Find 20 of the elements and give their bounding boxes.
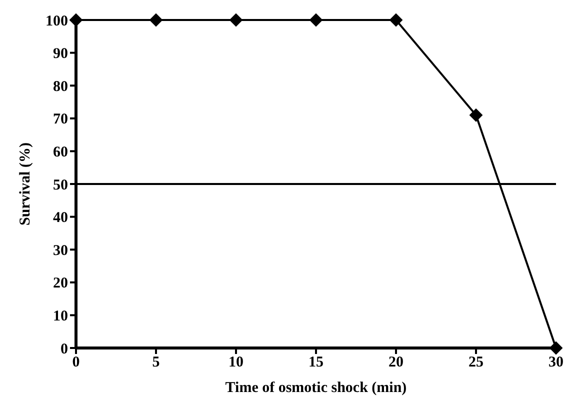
x-axis-title: Time of osmotic shock (min) [225, 380, 407, 396]
x-tick-label: 20 [388, 354, 404, 371]
y-tick-label: 30 [53, 242, 68, 259]
y-tick-label: 10 [53, 308, 68, 325]
x-tick-label: 15 [308, 354, 324, 371]
x-tick-label: 0 [72, 354, 80, 371]
y-tick-label: 70 [53, 112, 68, 128]
y-tick-label: 100 [46, 13, 68, 30]
y-tick-label: 50 [53, 177, 68, 194]
y-tick-label: 60 [53, 144, 68, 161]
y-tick-label: 0 [60, 341, 68, 358]
x-tick-label: 30 [548, 354, 564, 371]
y-tick-label: 90 [53, 46, 68, 62]
y-tick-label: 80 [53, 78, 68, 95]
y-tick-label: 20 [53, 276, 68, 292]
x-tick-label: 25 [468, 354, 484, 371]
y-axis-title: Survival (%) [17, 142, 34, 226]
x-tick-label: 5 [152, 354, 160, 371]
y-tick-label: 40 [53, 210, 68, 226]
x-tick-label: 10 [228, 354, 244, 371]
